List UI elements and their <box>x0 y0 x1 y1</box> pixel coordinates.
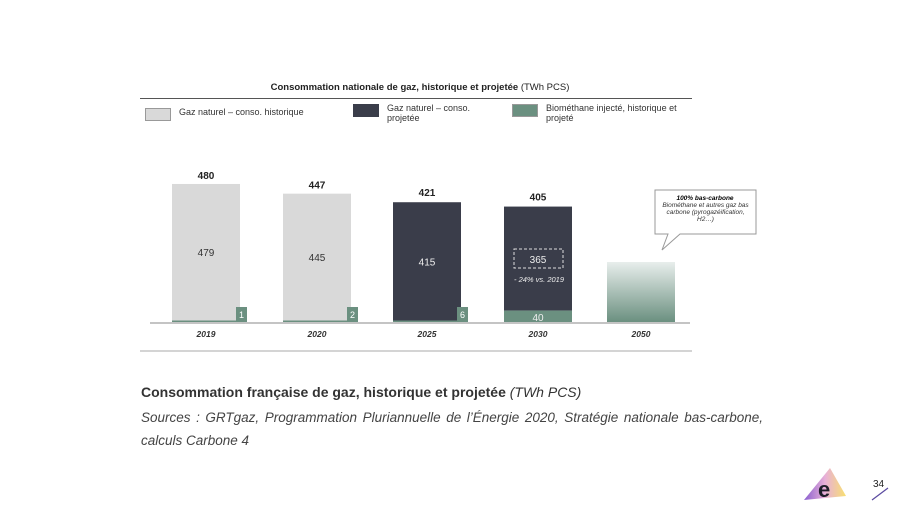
sources-text: Sources : GRTgaz, Programmation Pluriann… <box>141 410 763 448</box>
slide-heading: Consommation française de gaz, historiqu… <box>141 384 582 400</box>
legend-item: Gaz naturel – conso. historique <box>145 107 304 121</box>
value-label-biomethane: 6 <box>460 310 465 320</box>
page-number: 34 <box>873 479 885 490</box>
total-label: 447 <box>309 181 326 192</box>
total-label: 480 <box>198 171 215 182</box>
total-label: 421 <box>419 188 436 199</box>
bar-gas-2020 <box>283 193 351 321</box>
callout-title: 100% bas-carbone <box>676 195 733 202</box>
biomethane-label-box <box>347 307 358 322</box>
biomethane-label-box <box>236 307 247 322</box>
divider <box>140 98 692 99</box>
x-tick-label: 2020 <box>307 329 327 339</box>
bar-gas-2030 <box>504 206 572 311</box>
slash-decoration <box>871 487 889 501</box>
logo: e <box>804 468 846 502</box>
bar-biomethane-2019 <box>172 320 240 322</box>
value-label-gas: 445 <box>309 253 326 264</box>
bar-gas-2019 <box>172 183 240 321</box>
x-tick-label: 2019 <box>196 329 216 339</box>
x-tick-label: 2025 <box>417 329 437 339</box>
bar-chart: 479 1 480 2019 445 2 447 2020 415 6 421 2025 365 40 40… <box>140 171 757 352</box>
callout: 100% bas-carbone Biométhane et autres ga… <box>654 189 757 251</box>
legend-item: Biométhane injecté, historique et projet… <box>512 103 692 123</box>
value-label-biomethane: 1 <box>239 310 244 320</box>
projection-box <box>513 248 564 269</box>
bar-biomethane-2020 <box>283 320 351 322</box>
value-label-biomethane: 2 <box>350 310 355 320</box>
chart-title: Consommation nationale de gaz, historiqu… <box>270 82 570 93</box>
value-label-gas: 365 <box>530 255 547 266</box>
bar-gas-2025 <box>393 202 461 321</box>
bar-biomethane-2030 <box>504 310 572 322</box>
bar-biomethane-2025 <box>393 320 461 322</box>
value-label-biomethane: 40 <box>532 313 544 324</box>
x-tick-label: 2050 <box>631 329 651 339</box>
biomethane-label-box <box>457 307 468 322</box>
value-label-gas: 415 <box>419 257 436 268</box>
callout-text: Biométhane et autres gaz bas carbone (py… <box>662 202 749 223</box>
reduction-label: - 24% vs. 2019 <box>514 275 565 284</box>
value-label-gas: 479 <box>198 248 215 259</box>
logo-letter: e <box>818 477 830 502</box>
total-label: 405 <box>530 193 547 204</box>
bar-2050 <box>607 262 675 322</box>
legend-item: Gaz naturel – conso. projetée <box>353 103 503 123</box>
x-tick-label: 2030 <box>528 329 548 339</box>
